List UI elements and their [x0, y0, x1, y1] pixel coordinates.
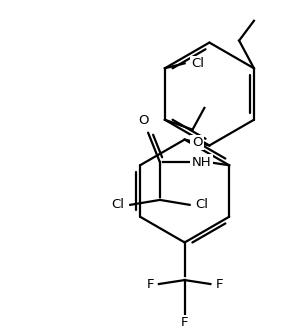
Text: F: F: [216, 278, 223, 290]
Text: O: O: [192, 136, 202, 149]
Text: F: F: [146, 278, 154, 290]
Text: NH: NH: [192, 156, 211, 169]
Text: O: O: [138, 114, 148, 127]
Text: Cl: Cl: [191, 57, 204, 70]
Text: F: F: [181, 316, 188, 329]
Text: Cl: Cl: [111, 198, 124, 211]
Text: Cl: Cl: [195, 198, 208, 211]
